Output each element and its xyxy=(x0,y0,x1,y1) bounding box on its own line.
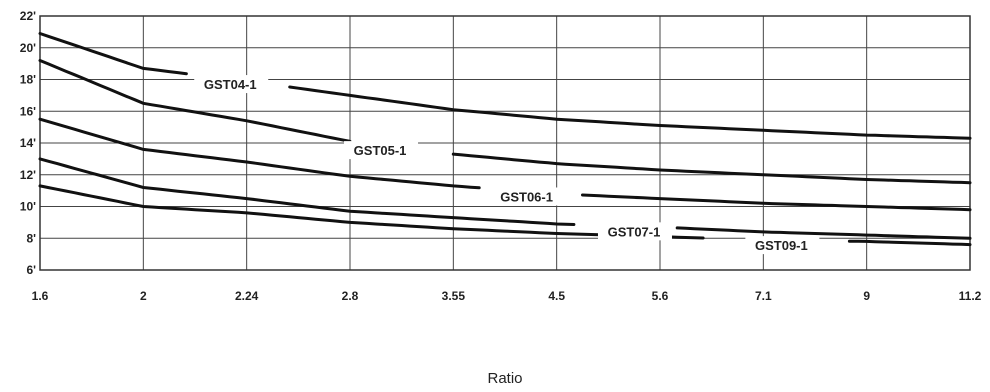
series-line xyxy=(38,184,705,240)
x-tick-label: 3.55 xyxy=(442,289,466,303)
series-line xyxy=(288,85,972,140)
x-axis-label: Ratio xyxy=(487,370,522,387)
series-line xyxy=(451,152,972,185)
series-line xyxy=(847,239,972,247)
grid xyxy=(39,15,971,271)
y-tick-label: 18' xyxy=(20,73,36,87)
series-lines xyxy=(38,32,972,247)
tick-labels: 1.6 2 2.24 2.8 3.55 4.5 5.6 7.1 9 11.2 6' 8' 10' 12' 1… xyxy=(20,9,982,303)
series-line xyxy=(38,32,188,76)
x-tick-label: 7.1 xyxy=(755,289,772,303)
series-label: GST05-1 xyxy=(354,143,407,158)
x-tick-label: 1.6 xyxy=(32,289,49,303)
series-label: GST04-1 xyxy=(204,77,257,92)
series-line xyxy=(38,157,576,226)
series-label-bg xyxy=(597,222,672,241)
x-tick-label: 5.6 xyxy=(652,289,669,303)
series-line xyxy=(581,193,972,212)
y-tick-label: 8' xyxy=(26,231,36,245)
series-label: GST07-1 xyxy=(608,224,661,239)
series-labels: GST04-1 GST05-1 GST06-1 GST07-1 GST09-1 xyxy=(194,75,820,255)
plot-frame xyxy=(39,15,971,271)
series-label-bg xyxy=(490,187,565,206)
x-tick-label: 11.2 xyxy=(959,289,982,303)
series-label: GST09-1 xyxy=(755,238,808,253)
y-tick-label: 20' xyxy=(20,41,36,55)
x-tick-label: 2.24 xyxy=(235,289,259,303)
x-tick-label: 4.5 xyxy=(548,289,565,303)
x-tick-label: 2.8 xyxy=(342,289,359,303)
series-label-bg xyxy=(745,236,820,255)
series-line xyxy=(675,226,972,240)
y-tick-label: 10' xyxy=(20,200,36,214)
x-tick-label: 9 xyxy=(863,289,870,303)
y-tick-label: 12' xyxy=(20,168,36,182)
y-tick-label: 16' xyxy=(20,104,36,118)
y-tick-label: 22' xyxy=(20,9,36,23)
y-tick-label: 14' xyxy=(20,136,36,150)
series-line xyxy=(38,59,352,143)
series-label: GST06-1 xyxy=(500,189,553,204)
series-line xyxy=(38,117,481,190)
x-tick-label: 2 xyxy=(140,289,147,303)
series-label-bg xyxy=(194,75,269,94)
series-label-bg xyxy=(344,141,419,160)
y-tick-label: 6' xyxy=(26,263,36,277)
